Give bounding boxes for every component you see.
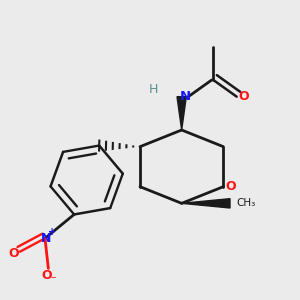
Text: H: H xyxy=(148,83,158,97)
Text: N: N xyxy=(40,232,51,245)
Text: O: O xyxy=(238,90,249,103)
Text: O: O xyxy=(9,247,19,260)
Text: N: N xyxy=(180,90,191,103)
Text: O: O xyxy=(41,269,52,282)
Text: CH₃: CH₃ xyxy=(236,198,255,208)
Polygon shape xyxy=(177,97,186,130)
Text: +: + xyxy=(48,227,56,237)
Text: ⁻: ⁻ xyxy=(51,275,57,285)
Text: O: O xyxy=(225,180,236,193)
Polygon shape xyxy=(182,199,230,208)
